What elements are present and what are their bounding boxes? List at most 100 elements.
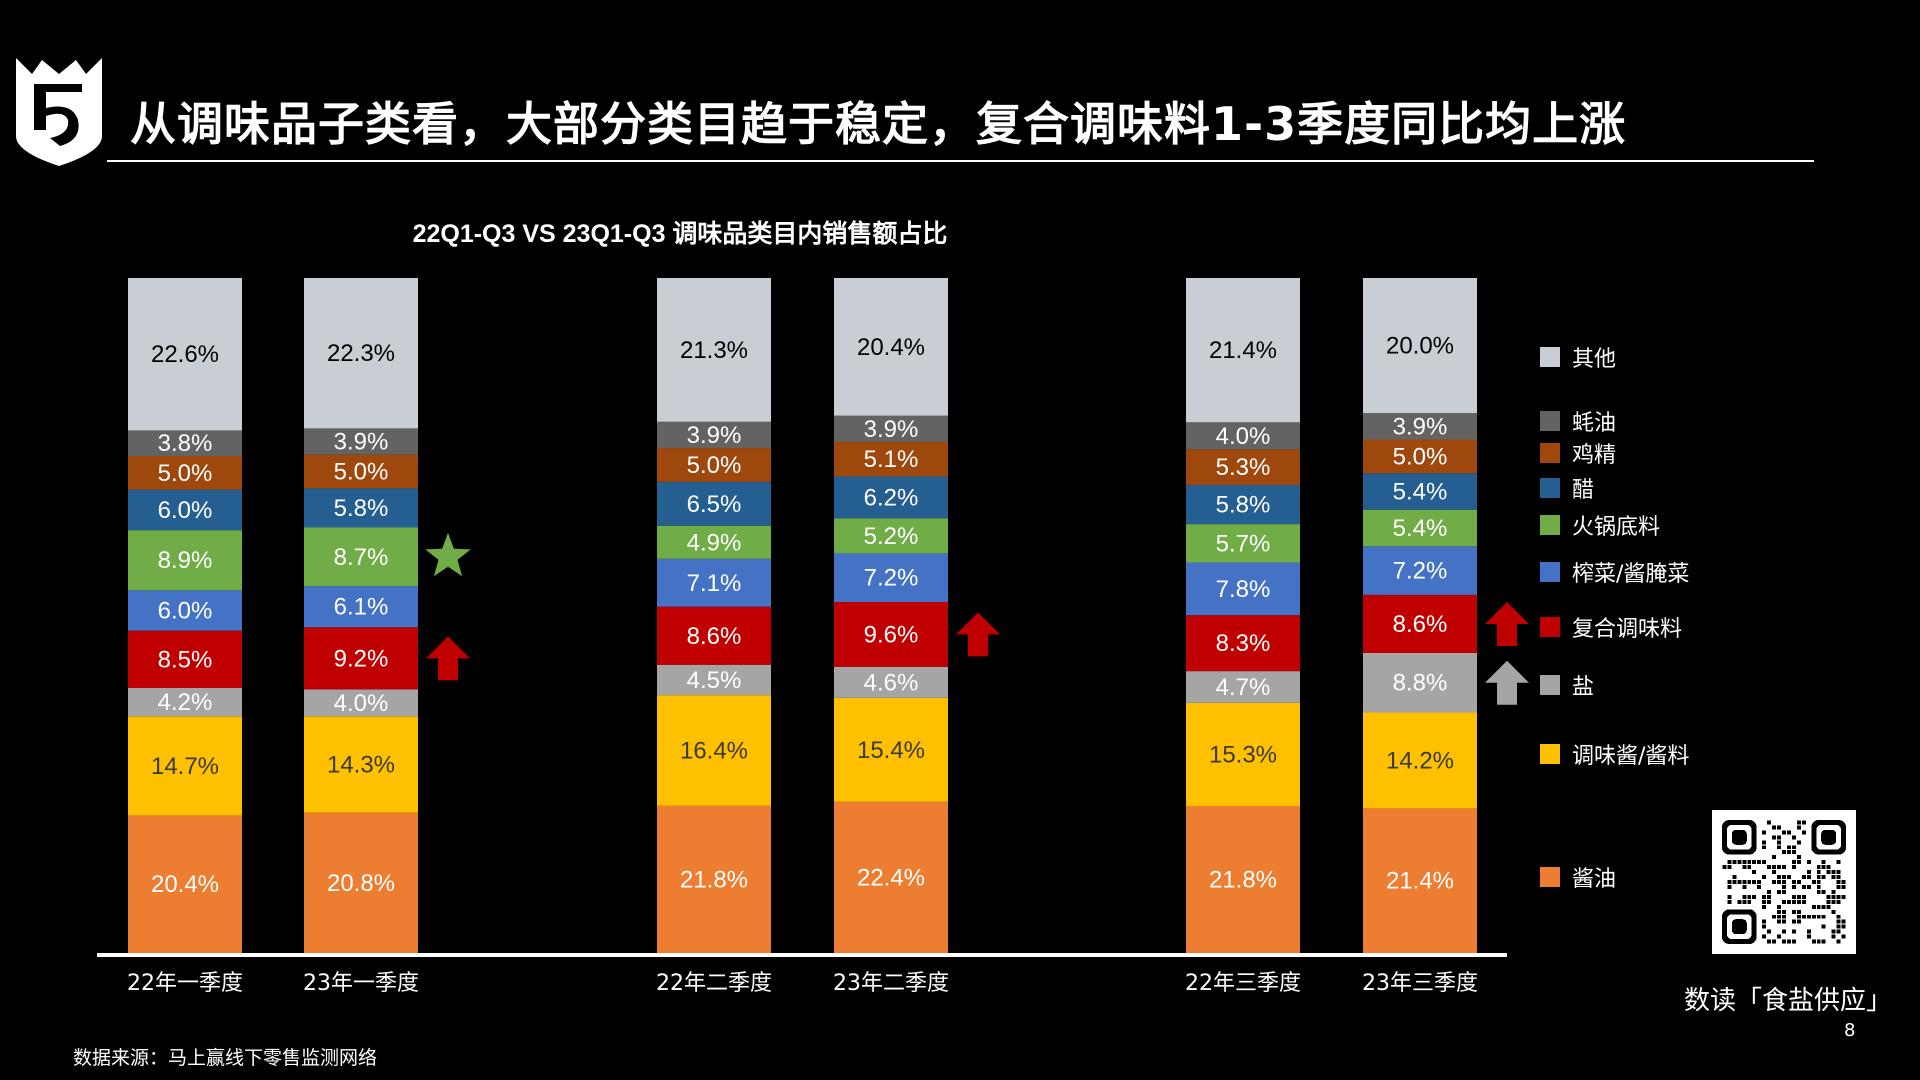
bar-segment bbox=[657, 606, 771, 665]
data-label: 14.2% bbox=[1386, 747, 1454, 774]
data-label: 5.4% bbox=[1393, 515, 1448, 542]
legend-item: 酱油 bbox=[1540, 865, 1616, 892]
data-label: 5.8% bbox=[1216, 492, 1271, 519]
data-label: 21.4% bbox=[1209, 337, 1277, 364]
bar-segment bbox=[128, 456, 242, 490]
legend-item: 榨菜/酱腌菜 bbox=[1540, 560, 1689, 587]
data-label: 5.0% bbox=[158, 460, 213, 487]
bar-segment bbox=[128, 278, 242, 431]
data-label: 5.7% bbox=[1216, 530, 1271, 557]
bar-segment bbox=[657, 481, 771, 526]
data-label: 4.5% bbox=[687, 667, 742, 694]
bar-segment bbox=[834, 415, 948, 443]
category-label: 23年一季度 bbox=[303, 971, 419, 996]
data-label: 21.8% bbox=[1209, 866, 1277, 893]
data-label: 20.4% bbox=[857, 334, 925, 361]
bar-segment bbox=[1363, 594, 1477, 653]
data-label: 6.0% bbox=[158, 497, 213, 524]
bar-segment bbox=[657, 525, 771, 559]
bar-segment bbox=[657, 278, 771, 422]
bar-segment bbox=[128, 530, 242, 591]
bar-stack: 20.4% 14.7% 4.2% 8.5% 6.0% 8.9% 6.0% 5.0% 3.8% 22… bbox=[128, 278, 242, 953]
legend-label: 鸡精 bbox=[1572, 443, 1617, 468]
data-label: 7.2% bbox=[1393, 558, 1448, 585]
category-label: 22年一季度 bbox=[127, 971, 243, 996]
bar-segment bbox=[1363, 653, 1477, 713]
data-label: 22.3% bbox=[327, 340, 395, 367]
category-label: 23年三季度 bbox=[1362, 971, 1478, 996]
bar-segment bbox=[1186, 562, 1300, 616]
bar-segment bbox=[304, 488, 418, 528]
data-label: 3.9% bbox=[334, 429, 389, 456]
bar-segment bbox=[657, 448, 771, 482]
bar-segment bbox=[1186, 805, 1300, 953]
data-label: 5.8% bbox=[334, 495, 389, 522]
bar-segment bbox=[657, 695, 771, 806]
data-label: 22.4% bbox=[857, 864, 925, 891]
legend-label: 复合调味料 bbox=[1572, 617, 1683, 642]
star-icon bbox=[425, 532, 471, 577]
bar-segment bbox=[1363, 413, 1477, 440]
bar-segment bbox=[128, 590, 242, 631]
up-arrow-icon bbox=[1485, 601, 1529, 646]
qr-code-icon bbox=[1712, 810, 1856, 954]
legend-item: 调味酱/酱料 bbox=[1540, 742, 1689, 769]
data-label: 5.3% bbox=[1216, 454, 1271, 481]
bar-segment bbox=[834, 442, 948, 477]
legend-label: 调味酱/酱料 bbox=[1572, 744, 1690, 769]
legend-label: 盐 bbox=[1572, 675, 1595, 700]
data-label: 14.7% bbox=[151, 753, 219, 780]
bar-segment bbox=[834, 553, 948, 602]
data-label: 16.4% bbox=[680, 738, 748, 765]
bar-segment bbox=[304, 454, 418, 489]
data-label: 21.8% bbox=[680, 866, 748, 893]
bar-segment bbox=[304, 689, 418, 717]
legend-swatch bbox=[1540, 443, 1560, 463]
shield-crown-logo-icon bbox=[12, 48, 106, 168]
data-label: 3.9% bbox=[1393, 413, 1448, 440]
up-arrow-icon bbox=[1485, 660, 1529, 705]
bar-segment bbox=[1186, 671, 1300, 703]
bar-stack: 20.8% 14.3% 4.0% 9.2% 6.1% 8.7% 5.8% 5.0% 3.9% 22… bbox=[304, 278, 418, 953]
legend-item: 火锅底料 bbox=[1540, 513, 1660, 540]
data-label: 6.2% bbox=[864, 484, 919, 511]
bar-segment bbox=[304, 428, 418, 455]
brand-label: 数读「食盐供应」 bbox=[1684, 986, 1893, 1016]
data-label: 8.6% bbox=[1393, 611, 1448, 638]
bar-segment bbox=[834, 801, 948, 953]
data-label: 3.9% bbox=[864, 416, 919, 443]
legend-label: 酱油 bbox=[1572, 867, 1617, 892]
bar-segment bbox=[128, 630, 242, 688]
data-label: 15.4% bbox=[857, 737, 925, 764]
data-label: 4.0% bbox=[1216, 423, 1271, 450]
bar-segment bbox=[1363, 546, 1477, 595]
legend-item: 鸡精 bbox=[1540, 441, 1616, 468]
legend-swatch bbox=[1540, 411, 1560, 431]
data-label: 4.0% bbox=[334, 690, 389, 717]
bar-segment bbox=[657, 558, 771, 607]
bar-segment bbox=[834, 518, 948, 554]
data-label: 8.6% bbox=[687, 623, 742, 650]
data-label: 8.5% bbox=[158, 646, 213, 673]
legend-swatch bbox=[1540, 617, 1560, 637]
data-label: 20.8% bbox=[327, 870, 395, 897]
bar-segment bbox=[128, 489, 242, 531]
category-label: 23年二季度 bbox=[833, 971, 949, 996]
up-arrow-icon bbox=[426, 636, 470, 681]
bar-segment bbox=[304, 716, 418, 813]
bar-segment bbox=[1186, 485, 1300, 525]
legend-item: 复合调味料 bbox=[1540, 615, 1682, 642]
legend-swatch bbox=[1540, 867, 1560, 887]
data-label: 21.4% bbox=[1386, 868, 1454, 895]
bar-segment bbox=[1363, 509, 1477, 547]
data-label: 5.1% bbox=[864, 446, 919, 473]
category-label: 22年二季度 bbox=[656, 971, 772, 996]
bar-segment bbox=[1186, 524, 1300, 563]
data-label: 3.8% bbox=[158, 430, 213, 457]
data-label: 4.2% bbox=[158, 689, 213, 716]
bar-segment bbox=[1363, 473, 1477, 510]
bar-segment bbox=[657, 805, 771, 953]
bar-segment bbox=[1186, 615, 1300, 672]
legend-label: 榨菜/酱腌菜 bbox=[1572, 562, 1690, 587]
